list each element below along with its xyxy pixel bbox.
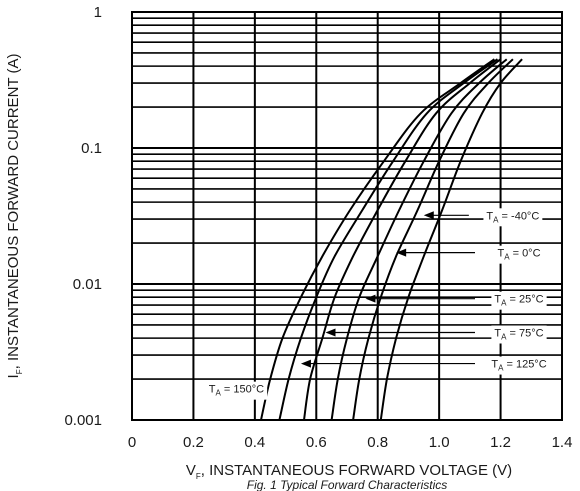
x-tick-label: 0.2 [183, 434, 204, 451]
plot-frame [131, 11, 563, 421]
series-line [379, 58, 523, 421]
x-tick-label: 1.0 [429, 434, 450, 451]
x-axis-title: VF, INSTANTANEOUS FORWARD VOLTAGE (V) [186, 462, 512, 481]
x-tick-label: 1.2 [490, 434, 511, 451]
x-tick-label: 0.4 [244, 434, 265, 451]
annotation-label: TA = 0°C [497, 248, 540, 262]
x-tick-label: 0.6 [306, 434, 327, 451]
series-line [330, 58, 508, 421]
grid [132, 12, 562, 420]
figure-caption: Fig. 1 Typical Forward Characteristics [247, 478, 448, 491]
annotation-arrowhead [325, 328, 336, 337]
y-axis-title: IF, INSTANTANEOUS FORWARD CURRENT (A) [5, 54, 24, 379]
series-line [303, 58, 502, 421]
y-tick-labels: 1 0.1 0.01 0.001 [64, 4, 102, 429]
y-tick-label: 0.1 [81, 140, 102, 157]
annotation-label: TA = -40°C [486, 210, 539, 224]
y-tick-label: 0.001 [64, 412, 102, 429]
series-line [278, 58, 499, 421]
annotation-label-bg [491, 325, 547, 344]
series-line [352, 58, 514, 421]
annotation-label: TA = 25°C [494, 294, 543, 308]
x-tick-labels: 0 0.2 0.4 0.6 0.8 1.0 1.2 1.4 [128, 434, 573, 451]
annotation-arrowhead [365, 294, 376, 303]
annotation-label-bg [491, 291, 547, 310]
y-tick-label: 0.01 [73, 276, 102, 293]
annotation-arrowhead [396, 248, 407, 257]
annotation-label: TA = 150°C [209, 384, 264, 398]
annotation-arrowhead [423, 211, 434, 220]
annotation-label-bg [488, 356, 550, 375]
annotation-label-bg [205, 381, 268, 400]
annotation-layer: TA = -40°C TA = 0°C TA = 25°C TA = 75°C TA =… [205, 208, 550, 400]
annotation-label-bg [494, 245, 544, 264]
x-tick-label: 0.8 [367, 434, 388, 451]
annotation-label: TA = 75°C [494, 327, 543, 341]
series-layer [260, 58, 523, 421]
x-tick-label: 1.4 [552, 434, 573, 451]
annotation-label-bg [483, 208, 543, 227]
annotation-label: TA = 125°C [491, 359, 546, 373]
x-tick-label: 0 [128, 434, 136, 451]
y-tick-label: 1 [94, 4, 102, 21]
series-line [260, 58, 495, 421]
annotation-arrowhead [300, 359, 311, 368]
